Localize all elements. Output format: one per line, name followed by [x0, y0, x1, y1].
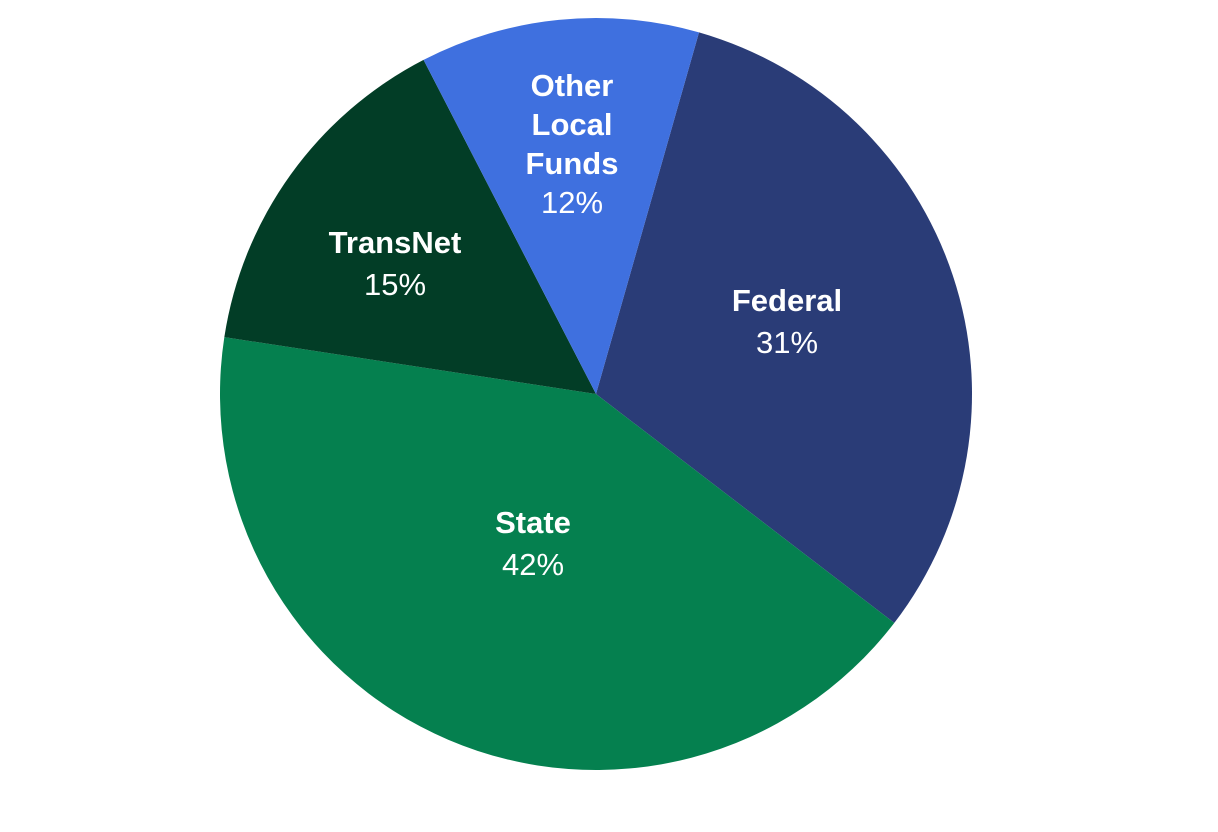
- slice-name-label: Federal: [732, 283, 842, 318]
- slice-name-label: Funds: [526, 146, 619, 181]
- pie-labels: Federal 31% State 42% TransNet 15% Other Local F…: [329, 68, 842, 582]
- slice-name-label: TransNet: [329, 225, 462, 260]
- slice-value-label: 15%: [364, 267, 426, 302]
- slice-name-label: Local: [532, 107, 613, 142]
- data-label: Other Local Funds 12%: [526, 68, 619, 220]
- pie-slices: [219, 17, 972, 770]
- pie-slice-state: [219, 337, 895, 770]
- slice-value-label: 12%: [541, 185, 603, 220]
- slice-value-label: 31%: [756, 325, 818, 360]
- data-label: Federal 31%: [732, 283, 842, 360]
- slice-name-label: Other: [531, 68, 614, 103]
- pie-slice-federal: [596, 32, 972, 623]
- slice-name-label: State: [495, 505, 571, 540]
- pie-slice-other-local-funds: [423, 17, 700, 394]
- slice-value-label: 42%: [502, 547, 564, 582]
- data-label: TransNet 15%: [329, 225, 462, 302]
- pie-slice-transnet: [224, 59, 596, 395]
- data-label: State 42%: [495, 505, 571, 582]
